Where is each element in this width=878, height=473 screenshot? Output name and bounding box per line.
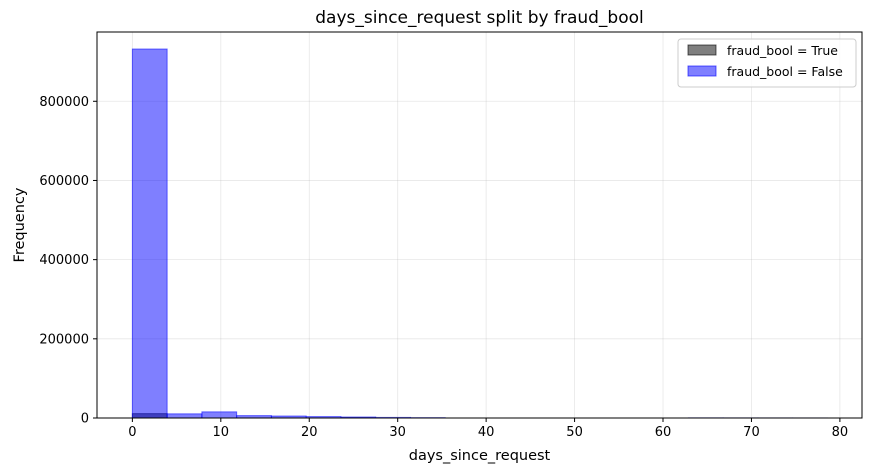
x-axis-title: days_since_request xyxy=(409,448,551,464)
legend-label-false: fraud_bool = False xyxy=(727,64,843,79)
x-tick-label: 60 xyxy=(655,425,672,440)
y-tick-label: 200000 xyxy=(39,332,89,347)
legend-label-true: fraud_bool = True xyxy=(727,43,838,58)
x-tick-label: 30 xyxy=(389,425,406,440)
chart-title: days_since_request split by fraud_bool xyxy=(315,8,644,28)
bar-false xyxy=(201,411,238,419)
y-axis-title: Frequency xyxy=(12,187,28,262)
y-tick-label: 800000 xyxy=(39,95,89,110)
x-tick-label: 70 xyxy=(743,425,760,440)
legend: fraud_bool = True fraud_bool = False xyxy=(677,38,857,88)
y-tick-label: 400000 xyxy=(39,253,89,268)
x-tick-label: 20 xyxy=(301,425,318,440)
plot-frame xyxy=(96,31,863,419)
x-tick-label: 80 xyxy=(832,425,849,440)
y-tick-label: 0 xyxy=(81,412,89,427)
legend-swatch-false xyxy=(687,65,717,77)
grid-layer xyxy=(97,32,862,419)
bar-false xyxy=(166,413,203,419)
ticks-layer: 0 10 20 30 40 50 60 70 80 0 200000 400000 600000 8000… xyxy=(39,95,848,440)
x-tick-label: 50 xyxy=(566,425,583,440)
x-tick-label: 0 xyxy=(128,425,136,440)
legend-box xyxy=(677,38,857,88)
x-tick-label: 10 xyxy=(213,425,230,440)
bars-layer xyxy=(131,48,829,419)
bar-false xyxy=(131,48,168,419)
x-tick-label: 40 xyxy=(478,425,495,440)
legend-swatch-true xyxy=(687,44,717,56)
y-tick-label: 600000 xyxy=(39,174,89,189)
